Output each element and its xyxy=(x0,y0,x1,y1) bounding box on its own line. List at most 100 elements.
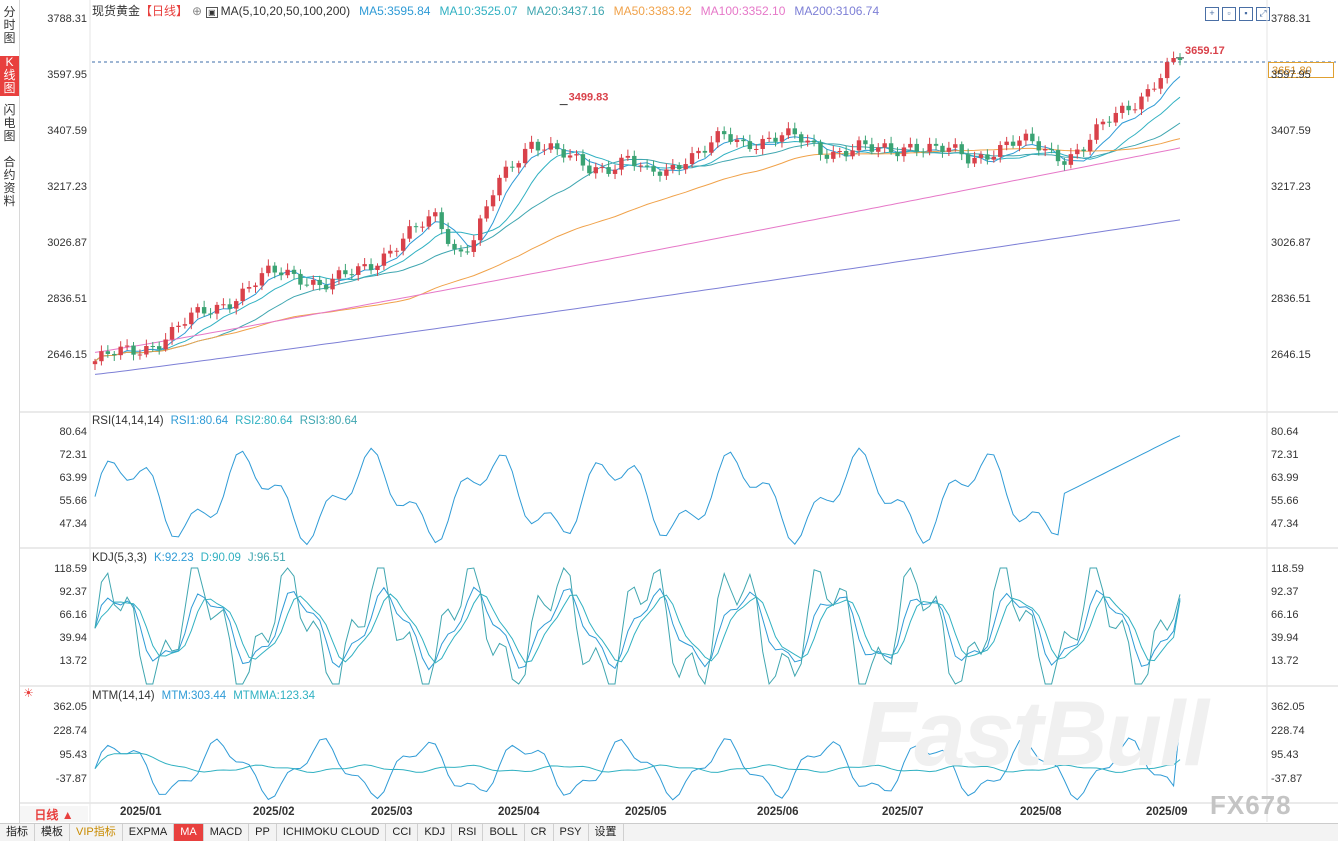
candle-body xyxy=(606,167,611,174)
indicator-tab-ma[interactable]: MA xyxy=(174,824,204,841)
candle-body xyxy=(182,324,188,326)
fullscreen-icon[interactable]: ⤢ xyxy=(1256,7,1270,21)
indicator-tab-macd[interactable]: MACD xyxy=(204,824,250,841)
candle-body xyxy=(587,165,592,174)
rsi-ytick: 47.34 xyxy=(59,518,87,530)
x-tick-label: 2025/02 xyxy=(253,806,295,818)
candle-body xyxy=(888,143,894,153)
candle-body xyxy=(535,141,541,151)
kdj-ytick: 13.72 xyxy=(59,655,87,667)
candle-body xyxy=(632,155,637,167)
candle-body xyxy=(388,250,393,254)
x-tick-label: 2025/06 xyxy=(757,806,799,818)
ma-icon[interactable]: ▣ xyxy=(206,7,218,18)
x-tick-label: 2025/07 xyxy=(882,806,924,818)
period-label[interactable]: 【日线】 xyxy=(140,4,189,18)
candle-body xyxy=(221,304,226,306)
period-tab-daily[interactable]: 日线 ▲ xyxy=(20,806,88,822)
mtm-ytick: 362.05 xyxy=(1271,701,1305,713)
mtm-legend: MTM(14,14) MTM:303.44 MTMMA:123.34 xyxy=(92,690,329,702)
candle-body xyxy=(471,240,476,252)
candle-body xyxy=(811,140,817,143)
indicator-tab-boll[interactable]: BOLL xyxy=(483,824,525,841)
candle-body xyxy=(1139,96,1144,110)
indicator-tab-rsi[interactable]: RSI xyxy=(452,824,484,841)
candle-body xyxy=(908,143,913,148)
candle-body xyxy=(895,152,900,157)
candle-body xyxy=(953,144,958,148)
indicator-tab-psy[interactable]: PSY xyxy=(554,824,589,841)
candle-body xyxy=(1017,140,1022,146)
candle-body xyxy=(1113,112,1118,123)
sun-icon[interactable]: ☀ xyxy=(23,686,34,700)
mtm-value-0: MTM:303.44 xyxy=(161,690,227,702)
candle-body xyxy=(285,269,290,276)
candle-body xyxy=(696,150,701,154)
indicator-tab-ichimoku-cloud[interactable]: ICHIMOKU CLOUD xyxy=(277,824,387,841)
candle-body xyxy=(253,285,258,288)
candle-body xyxy=(818,142,823,155)
candle-body xyxy=(266,265,271,274)
mtm-line-0 xyxy=(94,721,1181,801)
candle-body xyxy=(195,307,200,313)
instrument-title: 现货黄金 xyxy=(92,4,141,18)
x-tick-label: 2025/01 xyxy=(120,806,162,818)
main-ytick: 3788.31 xyxy=(47,13,87,25)
candle-body xyxy=(478,218,483,241)
tab-contract-info[interactable]: 合约资料 xyxy=(3,155,16,208)
candle-body xyxy=(927,143,932,152)
candle-body xyxy=(124,345,130,347)
mtm-ytick: 95.43 xyxy=(1271,749,1299,761)
candle-body xyxy=(1004,141,1009,146)
candle-body xyxy=(99,351,104,362)
candle-body xyxy=(516,163,521,168)
chart-header: 现货黄金【日线】 ⊕ ▣ MA(5,10,20,50,100,200) MA5:3595… xyxy=(92,2,897,19)
indicator-tab-模板[interactable]: 模板 xyxy=(35,824,70,841)
candle-body xyxy=(407,226,412,239)
kdj-line-0 xyxy=(94,586,1181,671)
ma-line-ma20 xyxy=(94,122,1181,362)
tab-timeshare[interactable]: 分时图 xyxy=(3,5,16,45)
candle-body xyxy=(272,265,277,273)
indicator-tab-expma[interactable]: EXPMA xyxy=(123,824,175,841)
candle-body xyxy=(555,143,560,150)
ma-line-ma50 xyxy=(94,138,1181,362)
indicator-tab-pp[interactable]: PP xyxy=(249,824,277,841)
save-icon[interactable]: ▪ xyxy=(1239,7,1253,21)
kdj-legend: KDJ(5,3,3) K:92.23 D:90.09 J:96.51 xyxy=(92,552,300,564)
indicator-tab-cci[interactable]: CCI xyxy=(386,824,419,841)
candle-body xyxy=(234,301,239,309)
indicator-tab-kdj[interactable]: KDJ xyxy=(418,824,453,841)
candle-body xyxy=(940,145,945,152)
mtm-ytick: -37.87 xyxy=(55,773,87,785)
main-ytick: 2646.15 xyxy=(47,349,87,361)
crosshair-icon[interactable]: + xyxy=(1205,7,1219,21)
tab-kline[interactable]: K线图 xyxy=(0,56,19,96)
candle-body xyxy=(381,253,387,266)
candle-body xyxy=(1120,105,1125,113)
last-price-box: 3651.80 xyxy=(1268,62,1334,78)
ma-label: MA(5,10,20,50,100,200) xyxy=(220,4,351,18)
mtm-value-1: MTMMA:123.34 xyxy=(233,690,315,702)
candle-body xyxy=(246,287,252,289)
candle-body xyxy=(394,250,399,252)
kdj-ytick: 66.16 xyxy=(59,609,87,621)
zoom-in-icon[interactable]: ▫ xyxy=(1222,7,1236,21)
indicator-toolbar: 指标 模板 VIP指标 EXPMA MA MACD PP ICHIMOKU CLOUD CCI K… xyxy=(0,823,1338,841)
indicator-tab-指标[interactable]: 指标 xyxy=(0,824,35,841)
candle-body xyxy=(702,150,708,153)
tab-flash[interactable]: 闪电图 xyxy=(3,103,16,143)
candle-body xyxy=(1081,149,1086,152)
candle-body xyxy=(497,177,502,196)
candle-body xyxy=(445,229,451,244)
indicator-tab-cr[interactable]: CR xyxy=(525,824,554,841)
indicator-tab-vip指标[interactable]: VIP指标 xyxy=(70,824,123,841)
candle-body xyxy=(728,134,733,142)
indicator-tab-设置[interactable]: 设置 xyxy=(589,824,624,841)
kdj-ytick: 92.37 xyxy=(1271,586,1299,598)
main-ytick: 2836.51 xyxy=(1271,293,1311,305)
main-ytick: 3217.23 xyxy=(47,181,87,193)
settings-icon[interactable]: ⊕ xyxy=(192,4,203,18)
mtm-ytick: -37.87 xyxy=(1271,773,1303,785)
